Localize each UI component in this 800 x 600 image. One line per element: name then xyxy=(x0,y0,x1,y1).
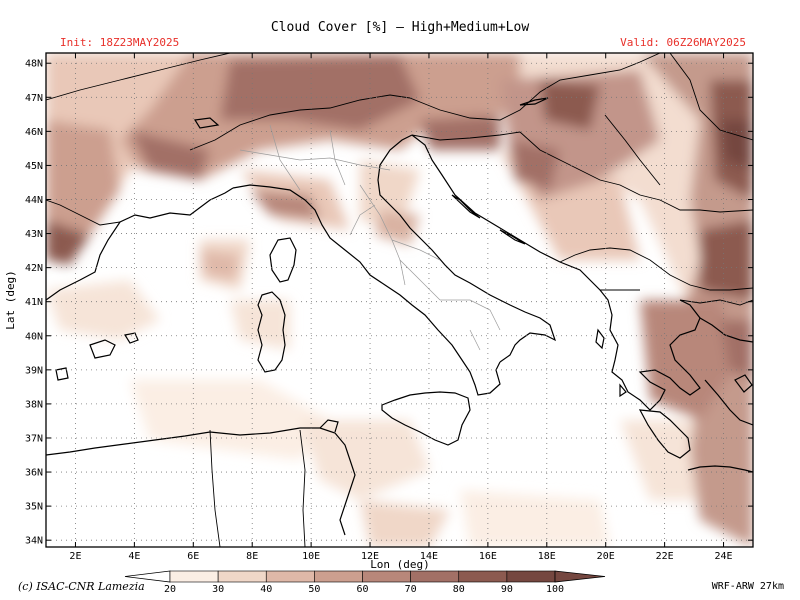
colorbar-over-arrow xyxy=(554,570,606,583)
colorbar-label: 50 xyxy=(308,584,320,595)
y-tick-label: 43N xyxy=(25,229,43,240)
colorbar-segment xyxy=(506,570,556,583)
colorbar-segment xyxy=(410,570,460,583)
y-tick-label: 39N xyxy=(25,365,43,376)
init-time-label: Init: 18Z23MAY2025 xyxy=(60,36,180,49)
y-tick-label: 37N xyxy=(25,433,43,444)
y-tick-label: 34N xyxy=(25,536,43,547)
y-tick-label: 44N xyxy=(25,195,43,206)
colorbar-label: 60 xyxy=(356,584,368,595)
x-tick-label: 12E xyxy=(361,551,379,562)
colorbar-segment xyxy=(458,570,508,583)
y-tick-label: 35N xyxy=(25,502,43,513)
y-tick-label: 42N xyxy=(25,263,43,274)
y-tick-label: 40N xyxy=(25,331,43,342)
x-tick-label: 18E xyxy=(538,551,556,562)
x-tick-label: 2E xyxy=(69,551,81,562)
colorbar-label: 40 xyxy=(260,584,272,595)
cloud-cover-shading xyxy=(46,53,753,547)
x-axis-label: Lon (deg) xyxy=(370,558,430,571)
plot-frame xyxy=(45,52,754,548)
colorbar: 20 30 40 50 60 70 80 90 100 xyxy=(124,570,606,595)
y-tick-label: 47N xyxy=(25,93,43,104)
y-tick-label: 46N xyxy=(25,127,43,138)
colorbar-label: 20 xyxy=(164,584,176,595)
model-label: WRF-ARW 27km xyxy=(711,581,784,592)
y-axis-label: Lat (deg) xyxy=(4,270,17,330)
credit-text: (c) ISAC-CNR Lamezia xyxy=(18,580,145,593)
colorbar-label: 70 xyxy=(405,584,417,595)
y-tick-label: 48N xyxy=(25,59,43,70)
axis-ticks: 2E 4E 6E 8E 10E 12E 14E 16E 18E 20E 22E 24E 34N 35N 36… xyxy=(25,53,753,562)
x-tick-label: 16E xyxy=(479,551,497,562)
valid-time-label: Valid: 06Z26MAY2025 xyxy=(620,36,746,49)
colorbar-segment xyxy=(362,570,411,583)
y-tick-label: 45N xyxy=(25,161,43,172)
regional-boundaries xyxy=(239,124,501,351)
x-tick-label: 24E xyxy=(715,551,733,562)
x-tick-label: 6E xyxy=(187,551,199,562)
y-tick-label: 36N xyxy=(25,468,43,479)
colorbar-segment xyxy=(169,570,219,583)
x-tick-label: 4E xyxy=(128,551,140,562)
x-tick-label: 22E xyxy=(656,551,674,562)
national-borders xyxy=(46,53,753,547)
colorbar-label: 30 xyxy=(212,584,224,595)
x-tick-label: 10E xyxy=(302,551,320,562)
colorbar-segment xyxy=(217,570,267,583)
colorbar-label: 90 xyxy=(501,584,513,595)
coastlines xyxy=(46,97,753,536)
map-title: Cloud Cover [%] — High+Medium+Low xyxy=(270,20,530,35)
x-tick-label: 8E xyxy=(246,551,258,562)
y-tick-label: 38N xyxy=(25,399,43,410)
x-tick-label: 14E xyxy=(420,551,438,562)
y-tick-label: 41N xyxy=(25,297,43,308)
colorbar-label: 80 xyxy=(453,584,465,595)
colorbar-segment xyxy=(314,570,363,583)
x-tick-label: 20E xyxy=(597,551,615,562)
colorbar-label: 100 xyxy=(546,584,564,595)
colorbar-segment xyxy=(265,570,315,583)
